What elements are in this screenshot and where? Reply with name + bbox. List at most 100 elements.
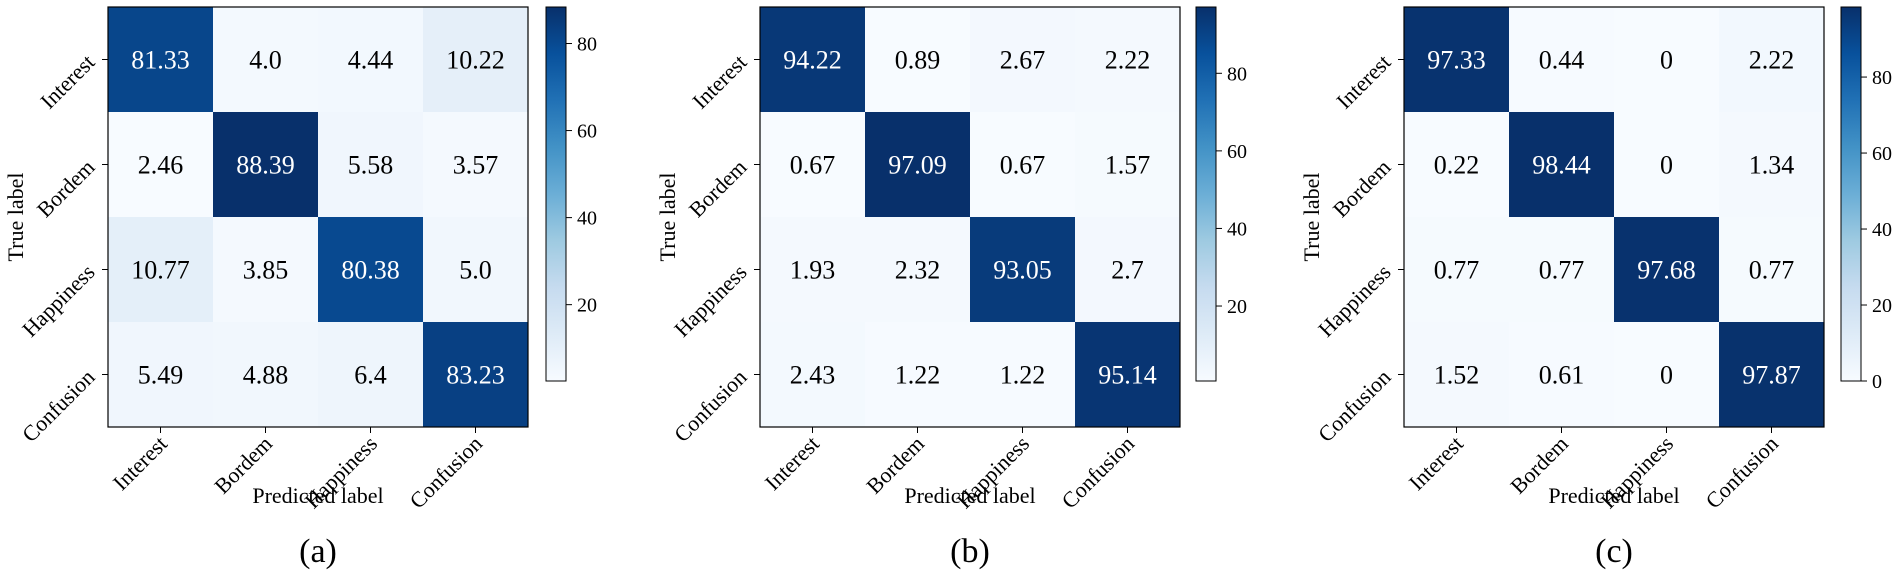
heatmap-cell	[108, 217, 213, 322]
heatmap-cell	[108, 7, 213, 112]
heatmap-cell	[1509, 7, 1614, 112]
y-axis-title: True label	[3, 172, 28, 261]
heatmap-cell	[1719, 217, 1824, 322]
panel-label: (a)	[299, 533, 337, 570]
colorbar-tick-label: 20	[1227, 296, 1247, 318]
heatmap-cell	[970, 322, 1075, 427]
heatmap-cell	[1614, 217, 1719, 322]
cell-value-label: 97.68	[1637, 256, 1696, 285]
y-tick-label: Confusion	[1313, 364, 1396, 447]
x-axis-title: Predicted label	[904, 483, 1035, 508]
x-tick-label: Interest	[1404, 431, 1468, 495]
heatmap-cell	[1614, 7, 1719, 112]
heatmap-cell	[970, 7, 1075, 112]
heatmap-cell	[1075, 7, 1180, 112]
colorbar-tick-label: 40	[1872, 219, 1892, 241]
y-tick-label: Happiness	[1313, 259, 1395, 341]
cell-value-label: 93.05	[993, 256, 1052, 285]
heatmap-cell	[1075, 112, 1180, 217]
heatmap-cell	[1404, 112, 1509, 217]
cell-value-label: 0.22	[1434, 151, 1480, 180]
heatmap-cell	[760, 112, 865, 217]
colorbar-tick-label: 60	[1872, 143, 1892, 165]
y-tick-label: Interest	[687, 49, 751, 113]
cell-value-label: 1.22	[1000, 361, 1046, 390]
x-tick-label: Confusion	[405, 431, 488, 514]
heatmap-cell	[760, 7, 865, 112]
cell-value-label: 0	[1660, 151, 1673, 180]
matrix-frame	[1403, 6, 1825, 428]
heatmap-cell	[970, 217, 1075, 322]
confusion-matrix-panel-1: 81.33 4.0 4.44 10.22 2.46 88.39 5.58 3.57 10.77 3…	[3, 6, 597, 570]
cell-value-label: 2.22	[1105, 46, 1151, 75]
cell-value-label: 2.32	[895, 256, 941, 285]
heatmap-cell	[760, 322, 865, 427]
cell-value-label: 81.33	[131, 46, 190, 75]
cell-value-label: 1.52	[1434, 361, 1480, 390]
cell-value-label: 0.77	[1539, 256, 1585, 285]
cell-value-label: 2.67	[1000, 46, 1046, 75]
y-tick-label: Interest	[1331, 49, 1395, 113]
x-tick-label: Confusion	[1057, 431, 1140, 514]
y-axis-title: True label	[655, 172, 680, 261]
colorbar-tick-label: 0	[1872, 371, 1882, 393]
cell-value-label: 4.44	[348, 46, 394, 75]
heatmap-cell	[318, 217, 423, 322]
cell-value-label: 0.89	[895, 46, 941, 75]
heatmap-cell	[213, 322, 318, 427]
cell-value-label: 10.22	[446, 46, 505, 75]
cell-value-label: 1.93	[790, 256, 836, 285]
cell-value-label: 5.0	[459, 256, 492, 285]
cell-value-label: 97.33	[1427, 46, 1486, 75]
cell-value-label: 3.85	[243, 256, 289, 285]
y-tick-label: Happiness	[17, 259, 99, 341]
cell-value-label: 97.87	[1742, 361, 1801, 390]
heatmap-cell	[1719, 322, 1824, 427]
heatmap-cell	[318, 322, 423, 427]
heatmap-cell	[1509, 112, 1614, 217]
cell-value-label: 6.4	[354, 361, 387, 390]
cell-value-label: 4.0	[249, 46, 282, 75]
cell-value-label: 0	[1660, 46, 1673, 75]
colorbar-tick-label: 40	[1227, 218, 1247, 240]
cell-value-label: 83.23	[446, 361, 505, 390]
heatmap-cell	[1075, 217, 1180, 322]
heatmap-cell	[213, 217, 318, 322]
y-tick-label: Interest	[35, 49, 99, 113]
cell-value-label: 0	[1660, 361, 1673, 390]
heatmap-cell	[865, 112, 970, 217]
colorbar-tick-label: 20	[1872, 295, 1892, 317]
y-tick-label: Confusion	[669, 364, 752, 447]
heatmap-cell	[423, 217, 528, 322]
heatmap-cell	[1509, 322, 1614, 427]
heatmap-cell	[865, 217, 970, 322]
cell-value-label: 94.22	[783, 46, 842, 75]
cell-value-label: 0.67	[1000, 151, 1046, 180]
confusion-matrix-panel-2: 94.22 0.89 2.67 2.22 0.67 97.09 0.67 1.57 1.93 2.…	[655, 6, 1247, 570]
cell-value-label: 2.7	[1111, 256, 1144, 285]
x-axis-title: Predicted label	[1548, 483, 1679, 508]
y-tick-label: Bordem	[32, 154, 100, 222]
matrix-frame	[759, 6, 1181, 428]
cell-value-label: 0.67	[790, 151, 836, 180]
colorbar	[1840, 6, 1862, 382]
cell-value-label: 1.57	[1105, 151, 1151, 180]
y-axis-title: True label	[1299, 172, 1324, 261]
cell-value-label: 88.39	[236, 151, 295, 180]
colorbar	[545, 6, 567, 382]
y-tick-label: Happiness	[669, 259, 751, 341]
heatmap-cell	[108, 112, 213, 217]
heatmap-cell	[1614, 322, 1719, 427]
heatmap-cell	[1404, 217, 1509, 322]
heatmap-cell	[423, 7, 528, 112]
heatmap-cell	[1509, 217, 1614, 322]
cell-value-label: 0.77	[1749, 256, 1795, 285]
heatmap-cell	[970, 112, 1075, 217]
heatmap-cell	[423, 322, 528, 427]
cell-value-label: 4.88	[243, 361, 289, 390]
matrix-frame	[107, 6, 529, 428]
x-tick-label: Confusion	[1701, 431, 1784, 514]
colorbar-tick-label: 60	[577, 121, 597, 143]
colorbar-tick-label: 80	[1227, 63, 1247, 85]
